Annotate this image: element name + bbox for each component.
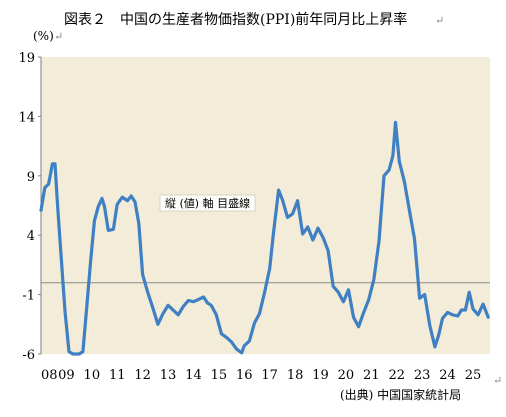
x-tick-label: 18 xyxy=(287,368,304,383)
y-tick-label: -1 xyxy=(22,289,35,304)
x-tick-label: 21 xyxy=(363,368,380,383)
annotation-label: 縦 (値) 軸 目盛線 xyxy=(165,196,250,210)
plot-area xyxy=(41,57,490,354)
x-tick-label: 25 xyxy=(465,368,482,383)
paragraph-mark-source: ↵ xyxy=(493,374,502,387)
y-tick-label: 19 xyxy=(18,51,35,66)
source-note: (出典) 中国国家統計局 xyxy=(340,387,461,402)
x-tick-label: 14 xyxy=(185,368,202,383)
x-tick-label: 13 xyxy=(160,368,177,383)
x-tick-label: 08 xyxy=(41,368,58,383)
x-tick-label: 16 xyxy=(236,368,253,383)
annotation-box xyxy=(159,194,256,212)
y-unit-label: (%) xyxy=(33,29,54,43)
x-tick-label: 09 xyxy=(58,368,75,383)
x-tick-label: 11 xyxy=(109,368,126,383)
paragraph-mark-unit: ↵ xyxy=(54,30,63,43)
x-tick-label: 22 xyxy=(388,368,405,383)
y-tick-label: 14 xyxy=(18,110,35,125)
chart-title: 図表２ 中国の生産者物価指数(PPI)前年同月比上昇率 xyxy=(64,11,407,28)
x-tick-label: 10 xyxy=(84,368,101,383)
y-axis: 19 14 9 4 -1 -6 xyxy=(18,51,41,363)
y-tick-label: -6 xyxy=(22,348,35,363)
x-tick-label: 19 xyxy=(312,368,329,383)
x-tick-label: 12 xyxy=(134,368,151,383)
x-tick-label: 23 xyxy=(414,368,431,383)
y-tick-label: 4 xyxy=(27,229,35,244)
x-tick-label: 24 xyxy=(439,368,456,383)
paragraph-mark-title: ↵ xyxy=(435,14,444,27)
ppi-series-line xyxy=(39,120,490,356)
x-tick-label: 17 xyxy=(261,368,278,383)
x-axis: 08 09 10 11 12 13 14 15 16 17 18 19 20 21 22 23 24 25 xyxy=(41,368,481,383)
x-tick-label: 15 xyxy=(211,368,228,383)
x-tick-label: 20 xyxy=(338,368,355,383)
y-tick-label: 9 xyxy=(27,170,35,185)
